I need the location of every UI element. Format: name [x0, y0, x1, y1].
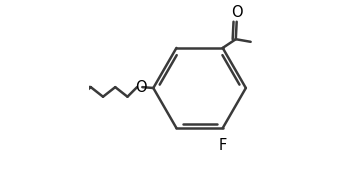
Text: F: F	[219, 138, 227, 153]
Text: O: O	[231, 5, 243, 20]
Text: O: O	[135, 80, 146, 95]
